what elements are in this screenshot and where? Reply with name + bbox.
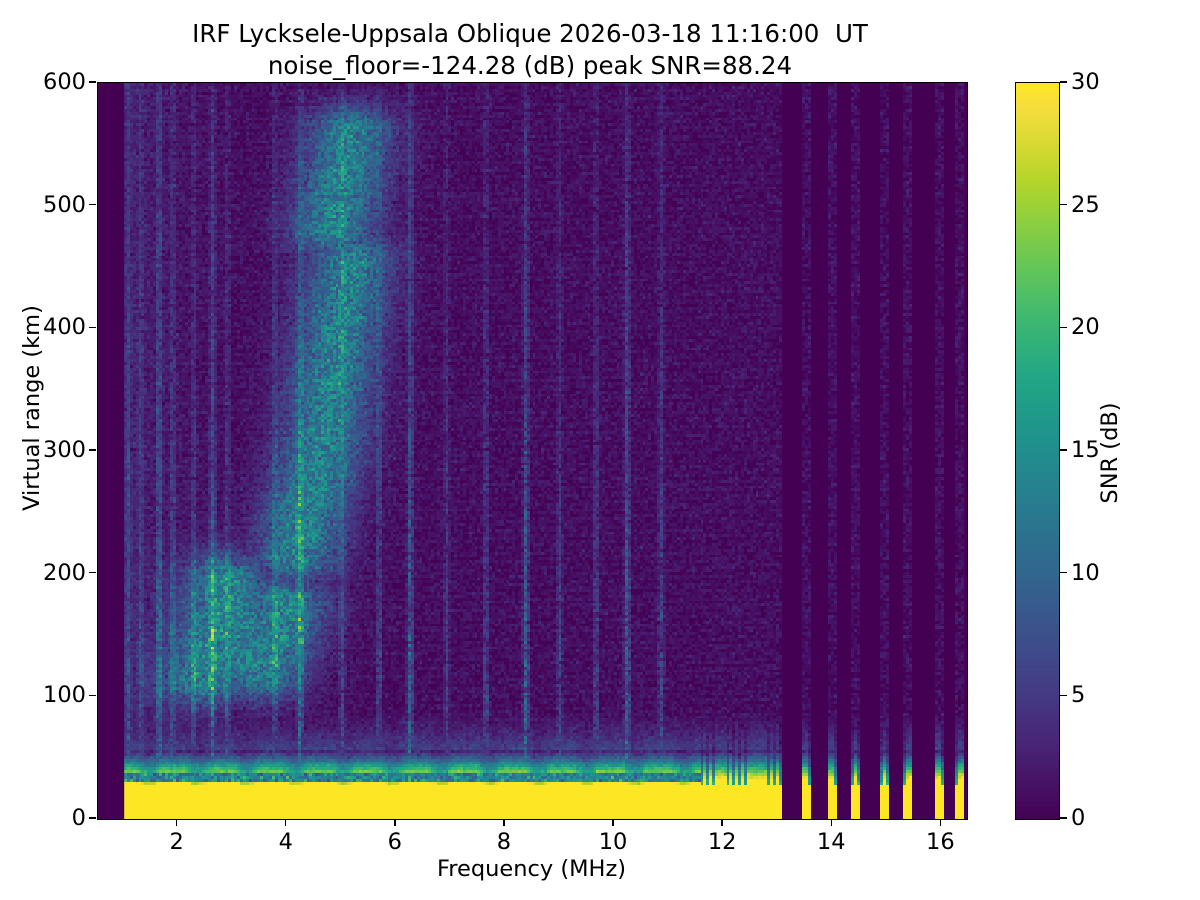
- x-tick-label: 8: [496, 829, 512, 855]
- colorbar-gradient: [1016, 83, 1059, 819]
- colorbar-tick-label: 5: [1071, 682, 1086, 709]
- colorbar-tick-label: 25: [1071, 191, 1100, 218]
- y-tick-mark: [89, 203, 96, 206]
- colorbar: [1015, 82, 1060, 820]
- colorbar-tick-label: 15: [1071, 437, 1100, 463]
- colorbar-tick-mark: [1060, 326, 1067, 329]
- y-tick-label: 0: [71, 805, 86, 831]
- x-tick-label: 10: [598, 829, 628, 855]
- colorbar-tick-mark: [1060, 449, 1067, 451]
- page-title: IRF Lycksele-Uppsala Oblique 2026-03-18 …: [0, 18, 1060, 82]
- y-tick-mark: [89, 571, 96, 574]
- colorbar-tick-label: 20: [1071, 314, 1100, 341]
- title-line-1: IRF Lycksele-Uppsala Oblique 2026-03-18 …: [192, 19, 868, 48]
- x-tick-mark: [612, 819, 614, 826]
- colorbar-tick-mark: [1060, 694, 1067, 697]
- x-tick-mark: [503, 819, 505, 826]
- title-line-2: noise_floor=-124.28 (dB) peak SNR=88.24: [267, 51, 793, 80]
- plot-area: [97, 82, 968, 820]
- colorbar-tick-mark: [1060, 817, 1067, 819]
- x-tick-label: 2: [169, 829, 184, 855]
- colorbar-tick-label: 0: [1071, 805, 1086, 831]
- y-tick-label: 600: [43, 69, 86, 95]
- x-tick-mark: [830, 819, 832, 826]
- colorbar-tick-mark: [1060, 81, 1067, 83]
- y-tick-label: 100: [43, 682, 86, 709]
- x-tick-label: 16: [926, 829, 955, 855]
- x-tick-mark: [394, 819, 396, 826]
- colorbar-label: SNR (dB): [1097, 402, 1123, 504]
- y-tick-mark: [89, 449, 96, 451]
- x-axis-label: Frequency (MHz): [436, 856, 627, 882]
- x-tick-label: 14: [816, 829, 846, 855]
- y-tick-mark: [89, 81, 96, 83]
- x-tick-label: 12: [707, 829, 737, 855]
- x-tick-mark: [939, 819, 942, 826]
- y-tick-label: 200: [43, 559, 86, 586]
- colorbar-tick-mark: [1060, 203, 1067, 206]
- x-tick-mark: [285, 819, 287, 826]
- y-tick-mark: [89, 326, 96, 329]
- y-axis-label: Virtual range (km): [19, 305, 45, 511]
- colorbar-tick-mark: [1060, 571, 1067, 574]
- x-tick-mark: [175, 819, 178, 826]
- x-tick-mark: [721, 819, 723, 826]
- y-tick-label: 300: [43, 437, 86, 463]
- y-tick-mark: [89, 694, 96, 697]
- ionogram-heatmap: [98, 83, 967, 819]
- y-tick-label: 500: [43, 191, 86, 218]
- x-tick-label: 6: [387, 829, 402, 855]
- x-tick-label: 4: [278, 829, 293, 855]
- y-tick-mark: [89, 817, 96, 819]
- y-tick-label: 400: [43, 314, 86, 341]
- colorbar-tick-label: 30: [1071, 69, 1100, 95]
- colorbar-tick-label: 10: [1071, 559, 1100, 586]
